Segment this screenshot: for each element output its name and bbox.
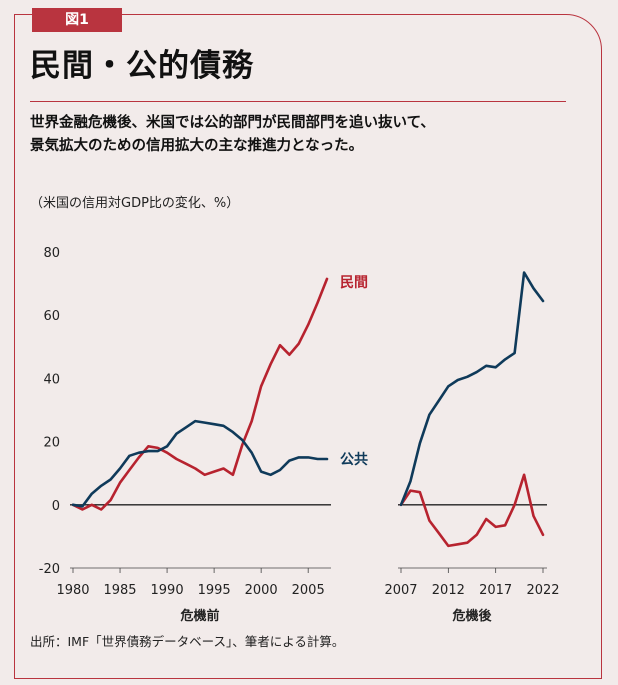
subtitle-line-1: 世界金融危機後、米国では公的部門が民間部門を追い抜いて、 xyxy=(30,115,435,131)
y-tick-label: -20 xyxy=(39,562,60,577)
series-line-public xyxy=(399,271,545,507)
x-tick-label: 2012 xyxy=(432,583,465,598)
series-line-private xyxy=(399,473,545,548)
y-tick-label: 0 xyxy=(52,499,60,514)
y-tick-label: 80 xyxy=(43,246,60,261)
x-tick-label: 2022 xyxy=(526,583,559,598)
x-tick-label: 2017 xyxy=(479,583,512,598)
title-divider xyxy=(30,101,566,102)
figure-label: 図1 xyxy=(32,8,122,32)
page-title: 民間・公的債務 xyxy=(30,48,254,84)
series-line-public xyxy=(71,419,329,508)
y-tick-label: 20 xyxy=(43,436,60,451)
x-tick-label: 2007 xyxy=(384,583,417,598)
y-tick-label: 60 xyxy=(43,309,60,324)
source-note: 出所：IMF「世界債務データベース」、筆者による計算。 xyxy=(30,634,345,649)
subtitle: 世界金融危機後、米国では公的部門が民間部門を追い抜いて、 景気拡大のための信用拡… xyxy=(30,112,580,158)
x-tick-label: 1980 xyxy=(56,583,89,598)
x-tick-label: 1990 xyxy=(151,583,184,598)
x-axis-label-2: 危機後 xyxy=(452,608,492,624)
x-tick-label: 1985 xyxy=(103,583,136,598)
x-tick-label: 2005 xyxy=(292,583,325,598)
x-tick-label: 1995 xyxy=(198,583,231,598)
series-label-private: 民間 xyxy=(340,275,368,291)
x-axis-label-1: 危機前 xyxy=(180,608,219,624)
unit-note: （米国の信用対GDP比の変化、%） xyxy=(30,196,240,211)
series-label-public: 公共 xyxy=(340,451,368,468)
x-tick-label: 2000 xyxy=(245,583,278,598)
subtitle-line-2: 景気拡大のための信用拡大の主な推進力となった。 xyxy=(30,138,364,154)
y-tick-label: 40 xyxy=(43,372,60,387)
series-line-private xyxy=(71,277,329,511)
